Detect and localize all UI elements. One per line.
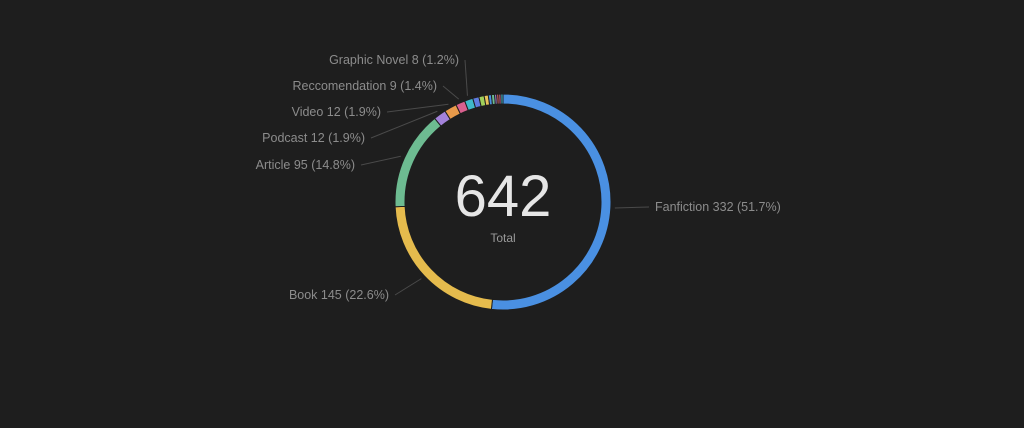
- leader-line-podcast: [370, 110, 438, 139]
- total-value: 642: [455, 164, 552, 229]
- slice-labels-layer: Fanfiction 332 (51.7%) Book 145 (22.6%) Ar…: [256, 53, 781, 302]
- leader-line-video: [386, 103, 449, 113]
- slice-minor-15[interactable]: [500, 93, 504, 105]
- slice-label-graphic-novel: Graphic Novel 8 (1.2%): [329, 53, 459, 67]
- slice-label-book: Book 145 (22.6%): [289, 288, 389, 302]
- leader-line-article: [360, 155, 401, 166]
- slice-article[interactable]: [394, 117, 442, 208]
- slice-label-article: Article 95 (14.8%): [256, 158, 355, 172]
- slice-label-fanfiction: Fanfiction 332 (51.7%): [655, 200, 781, 214]
- leader-line-reccomendation: [442, 85, 460, 100]
- slice-label-video: Video 12 (1.9%): [292, 105, 381, 119]
- total-caption: Total: [490, 231, 515, 245]
- slices-layer: [394, 93, 612, 311]
- leader-line-fanfiction: [614, 206, 650, 209]
- slice-label-reccomendation: Reccomendation 9 (1.4%): [292, 79, 437, 93]
- leader-line-book: [394, 278, 422, 296]
- leader-line-graphic-novel: [464, 59, 468, 96]
- slice-label-podcast: Podcast 12 (1.9%): [262, 131, 365, 145]
- leader-lines-layer: [360, 59, 650, 296]
